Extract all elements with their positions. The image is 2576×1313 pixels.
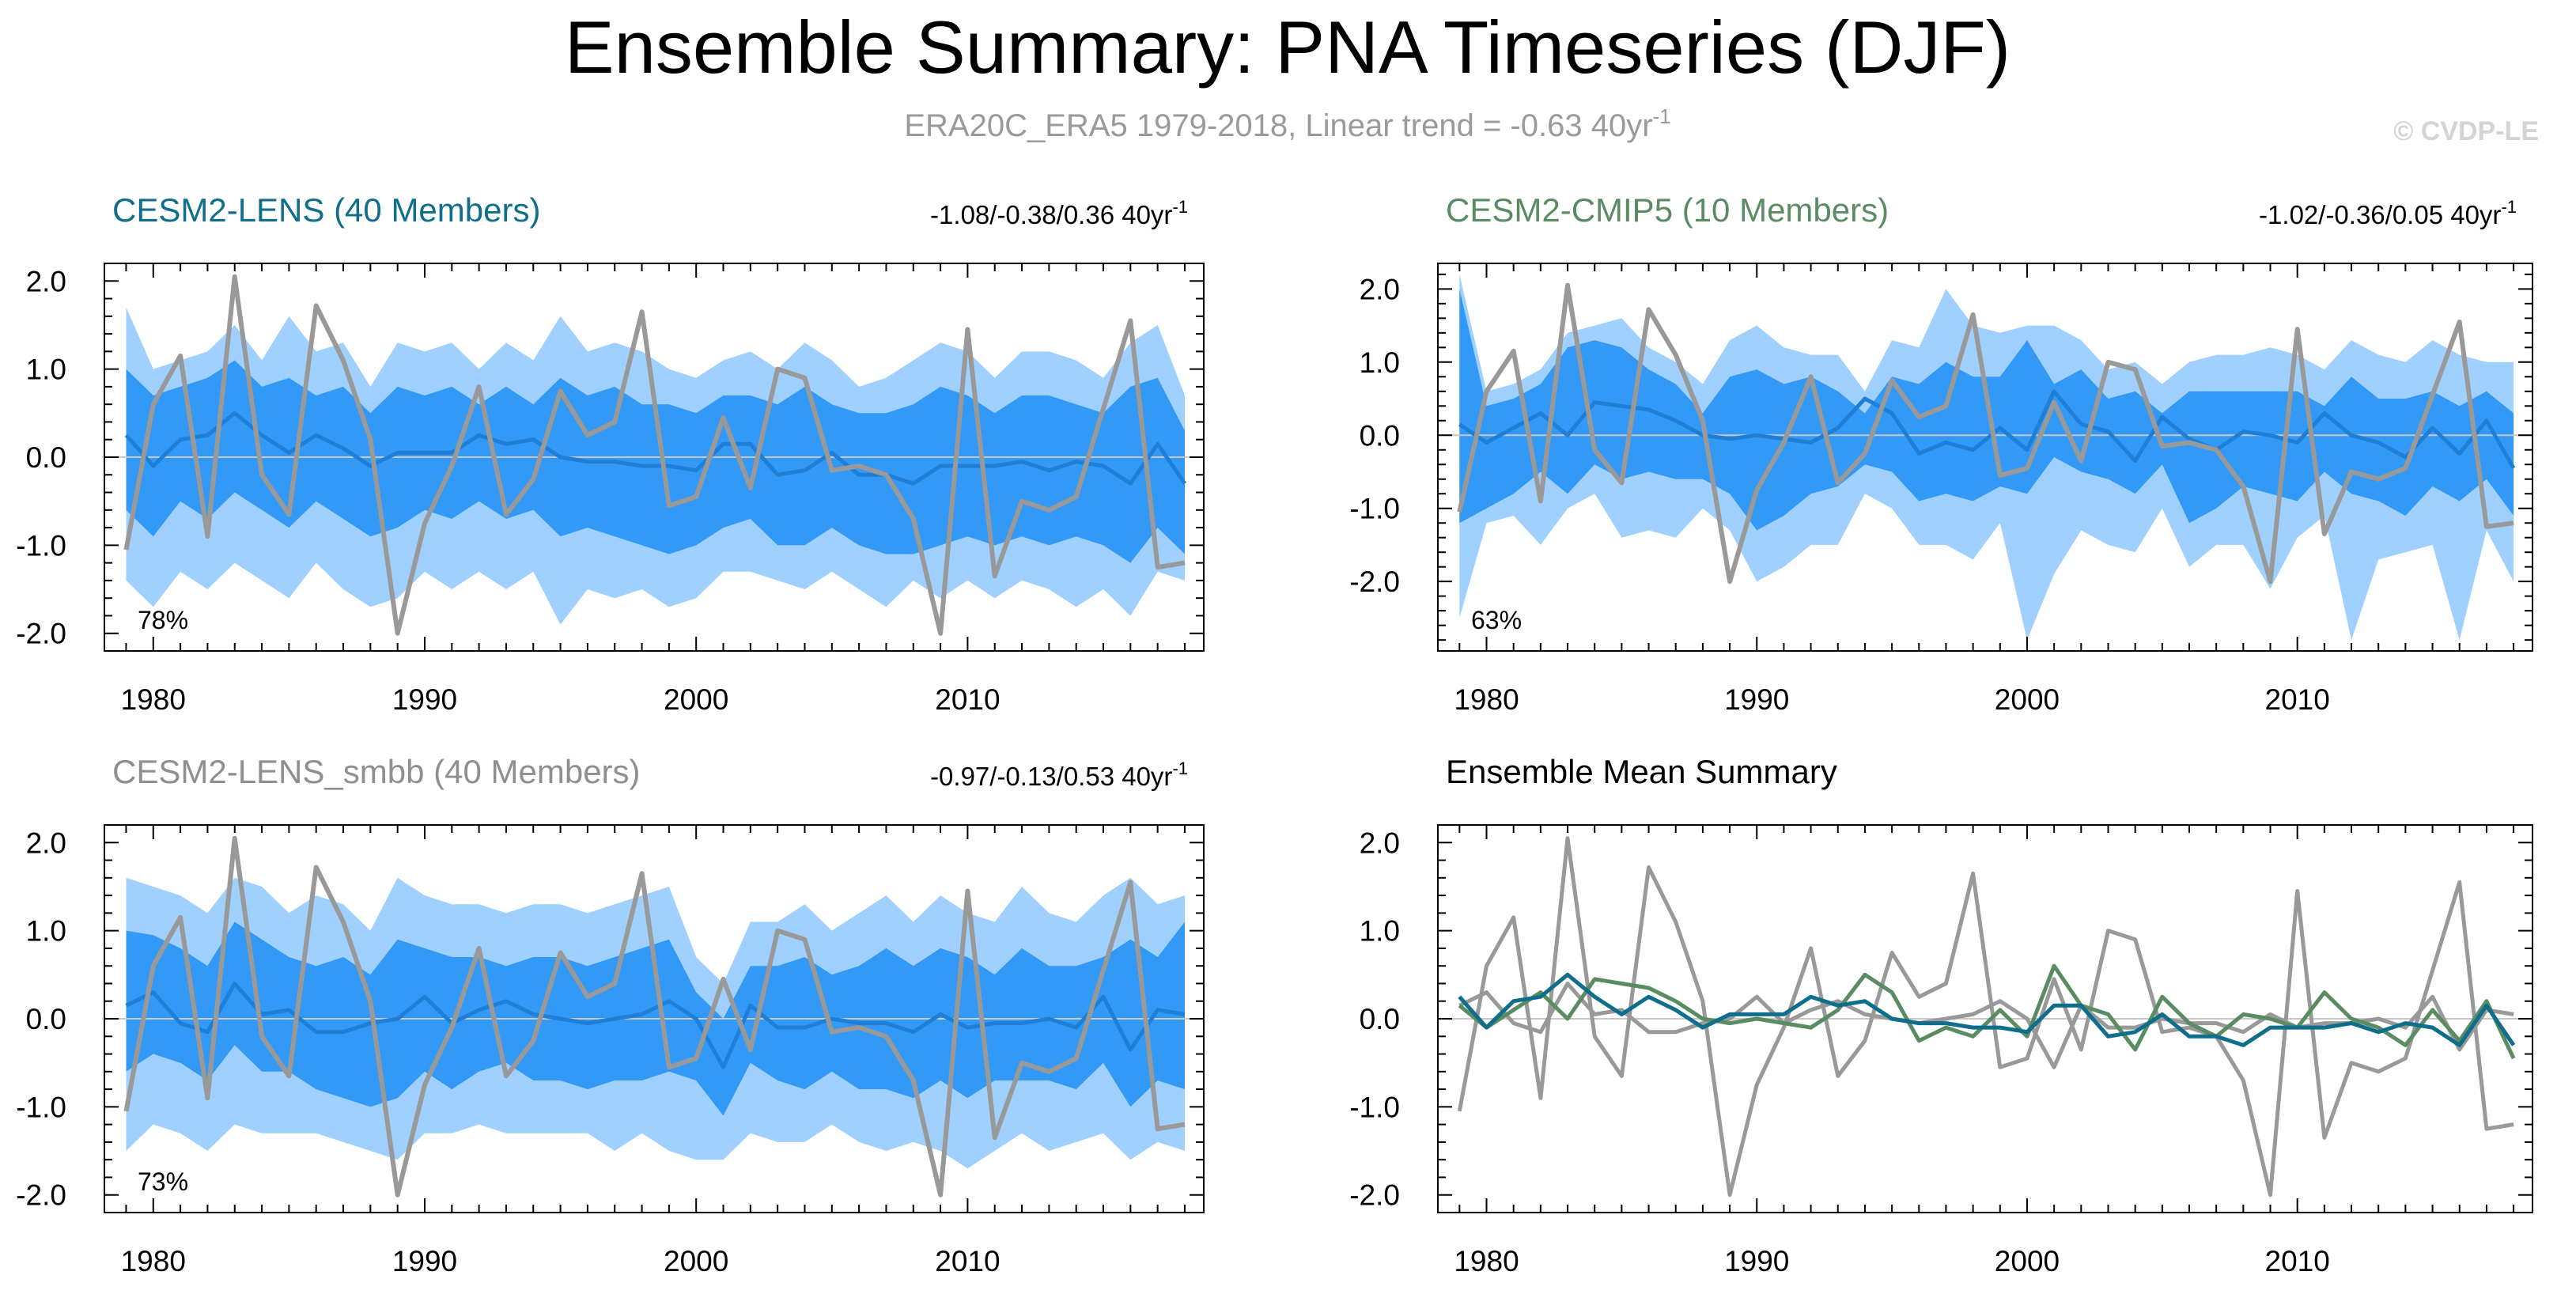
y-tick-label: 0.0 <box>26 1003 66 1035</box>
y-tick-label: -2.0 <box>1349 566 1400 598</box>
ensemble-mean-line <box>125 982 1186 1069</box>
plot-frame <box>1437 263 2533 652</box>
x-tick-label: 2010 <box>935 1245 1000 1277</box>
x-axis: 1980 1990 2000 2010 <box>121 263 1186 716</box>
y-tick-label: 0.0 <box>1360 419 1400 452</box>
observed-line <box>1457 282 2514 585</box>
trend-superscript: -1 <box>1172 759 1188 778</box>
percent-label: 78% <box>138 606 188 634</box>
percent-label: 63% <box>1471 606 1522 634</box>
series-line-1 <box>1457 836 2514 1198</box>
y-tick-label: -1.0 <box>16 529 66 562</box>
y-tick-label: 2.0 <box>26 265 66 297</box>
observed-line <box>123 274 1186 636</box>
series-line-3 <box>1458 963 2516 1060</box>
trend-superscript: -1 <box>1172 197 1188 217</box>
y-tick-label: -2.0 <box>1349 1179 1400 1212</box>
trend-text: -0.97/-0.13/0.53 40yr <box>930 762 1172 791</box>
y-tick-label: -1.0 <box>1349 1091 1400 1123</box>
subtitle-superscript: -1 <box>1653 104 1671 128</box>
x-tick-label: 2000 <box>1995 1245 2060 1277</box>
panel-title: Ensemble Mean Summary <box>1446 753 1837 790</box>
y-tick-label: -1.0 <box>1349 493 1400 525</box>
ensemble-mean-line <box>124 411 1187 486</box>
y-tick-label: 0.0 <box>26 441 66 474</box>
x-tick-label: 2000 <box>664 683 728 716</box>
figure-title: Ensemble Summary: PNA Timeseries (DJF) <box>565 6 2010 89</box>
plot-area <box>104 274 1204 636</box>
x-tick-label: 2010 <box>2265 683 2330 716</box>
x-tick-label: 1990 <box>392 1245 457 1277</box>
figure-subtitle: ERA20C_ERA5 1979-2018, Linear trend = -0… <box>904 104 1670 143</box>
trend-label: -1.08/-0.38/0.36 40yr-1 <box>930 197 1188 229</box>
plot-area <box>1438 274 2532 641</box>
y-tick-label: 1.0 <box>1360 346 1400 379</box>
x-tick-label: 2010 <box>935 683 1000 716</box>
x-tick-label: 1990 <box>1724 1245 1789 1277</box>
plot-area <box>104 835 1204 1198</box>
y-axis: 2.0 1.0 0.0 -1.0 -2.0 <box>1349 273 2532 641</box>
panel-title: CESM2-CMIP5 (10 Members) <box>1446 191 1889 229</box>
series-line-2 <box>1458 982 2514 1069</box>
y-tick-label: 1.0 <box>26 915 66 948</box>
x-axis: 1980 1990 2000 2010 <box>1454 825 2515 1277</box>
x-tick-label: 2000 <box>664 1245 728 1277</box>
percent-label: 73% <box>138 1167 188 1196</box>
panel-4: Ensemble Mean Summary 2.0 1.0 0.0 -1.0 -2.0 19… <box>1349 753 2533 1277</box>
x-axis: 1980 1990 2000 2010 <box>121 825 1186 1277</box>
inner-spread-band <box>126 360 1185 563</box>
plot-area <box>1438 836 2532 1198</box>
x-tick-label: 1980 <box>1454 683 1519 716</box>
y-axis: 2.0 1.0 0.0 -1.0 -2.0 <box>16 263 1204 652</box>
panel-2: CESM2-CMIP5 (10 Members) -1.02/-0.36/0.05… <box>1349 191 2533 716</box>
trend-label: -1.02/-0.36/0.05 40yr-1 <box>2259 197 2517 229</box>
inner-spread-band <box>1459 289 2514 531</box>
observed-line <box>123 835 1186 1198</box>
y-tick-label: -2.0 <box>16 1179 66 1212</box>
y-tick-label: 2.0 <box>1360 827 1400 859</box>
panel-title: CESM2-LENS (40 Members) <box>112 191 540 229</box>
y-tick-label: -1.0 <box>16 1091 66 1123</box>
x-tick-label: 1980 <box>1454 1245 1519 1277</box>
y-axis: 2.0 1.0 0.0 -1.0 -2.0 <box>16 824 1204 1213</box>
trend-label: -0.97/-0.13/0.53 40yr-1 <box>930 759 1188 791</box>
x-tick-label: 1990 <box>392 683 457 716</box>
y-tick-label: 1.0 <box>1360 915 1400 948</box>
y-tick-label: 1.0 <box>26 354 66 386</box>
x-tick-label: 2010 <box>2265 1245 2330 1277</box>
panel-3: CESM2-LENS_smbb (40 Members) -0.97/-0.13/… <box>16 753 1205 1277</box>
trend-superscript: -1 <box>2501 197 2517 217</box>
y-tick-label: 2.0 <box>1360 273 1400 305</box>
x-tick-label: 1980 <box>121 683 186 716</box>
x-tick-label: 1990 <box>1724 683 1789 716</box>
panel-1: CESM2-LENS (40 Members) -1.08/-0.38/0.36 … <box>16 191 1205 716</box>
trend-text: -1.08/-0.38/0.36 40yr <box>930 200 1172 229</box>
x-tick-label: 1980 <box>121 1245 186 1277</box>
series-line-4 <box>1458 972 2516 1047</box>
y-axis: 2.0 1.0 0.0 -1.0 -2.0 <box>1349 824 2532 1213</box>
x-axis: 1980 1990 2000 2010 <box>1454 263 2515 716</box>
y-tick-label: 2.0 <box>26 827 66 859</box>
y-tick-label: 0.0 <box>1360 1003 1400 1035</box>
y-tick-label: -2.0 <box>16 618 66 650</box>
watermark: © CVDP-LE <box>2393 116 2539 146</box>
trend-text: -1.02/-0.36/0.05 40yr <box>2259 200 2501 229</box>
x-tick-label: 2000 <box>1995 683 2060 716</box>
panel-title: CESM2-LENS_smbb (40 Members) <box>112 753 641 790</box>
